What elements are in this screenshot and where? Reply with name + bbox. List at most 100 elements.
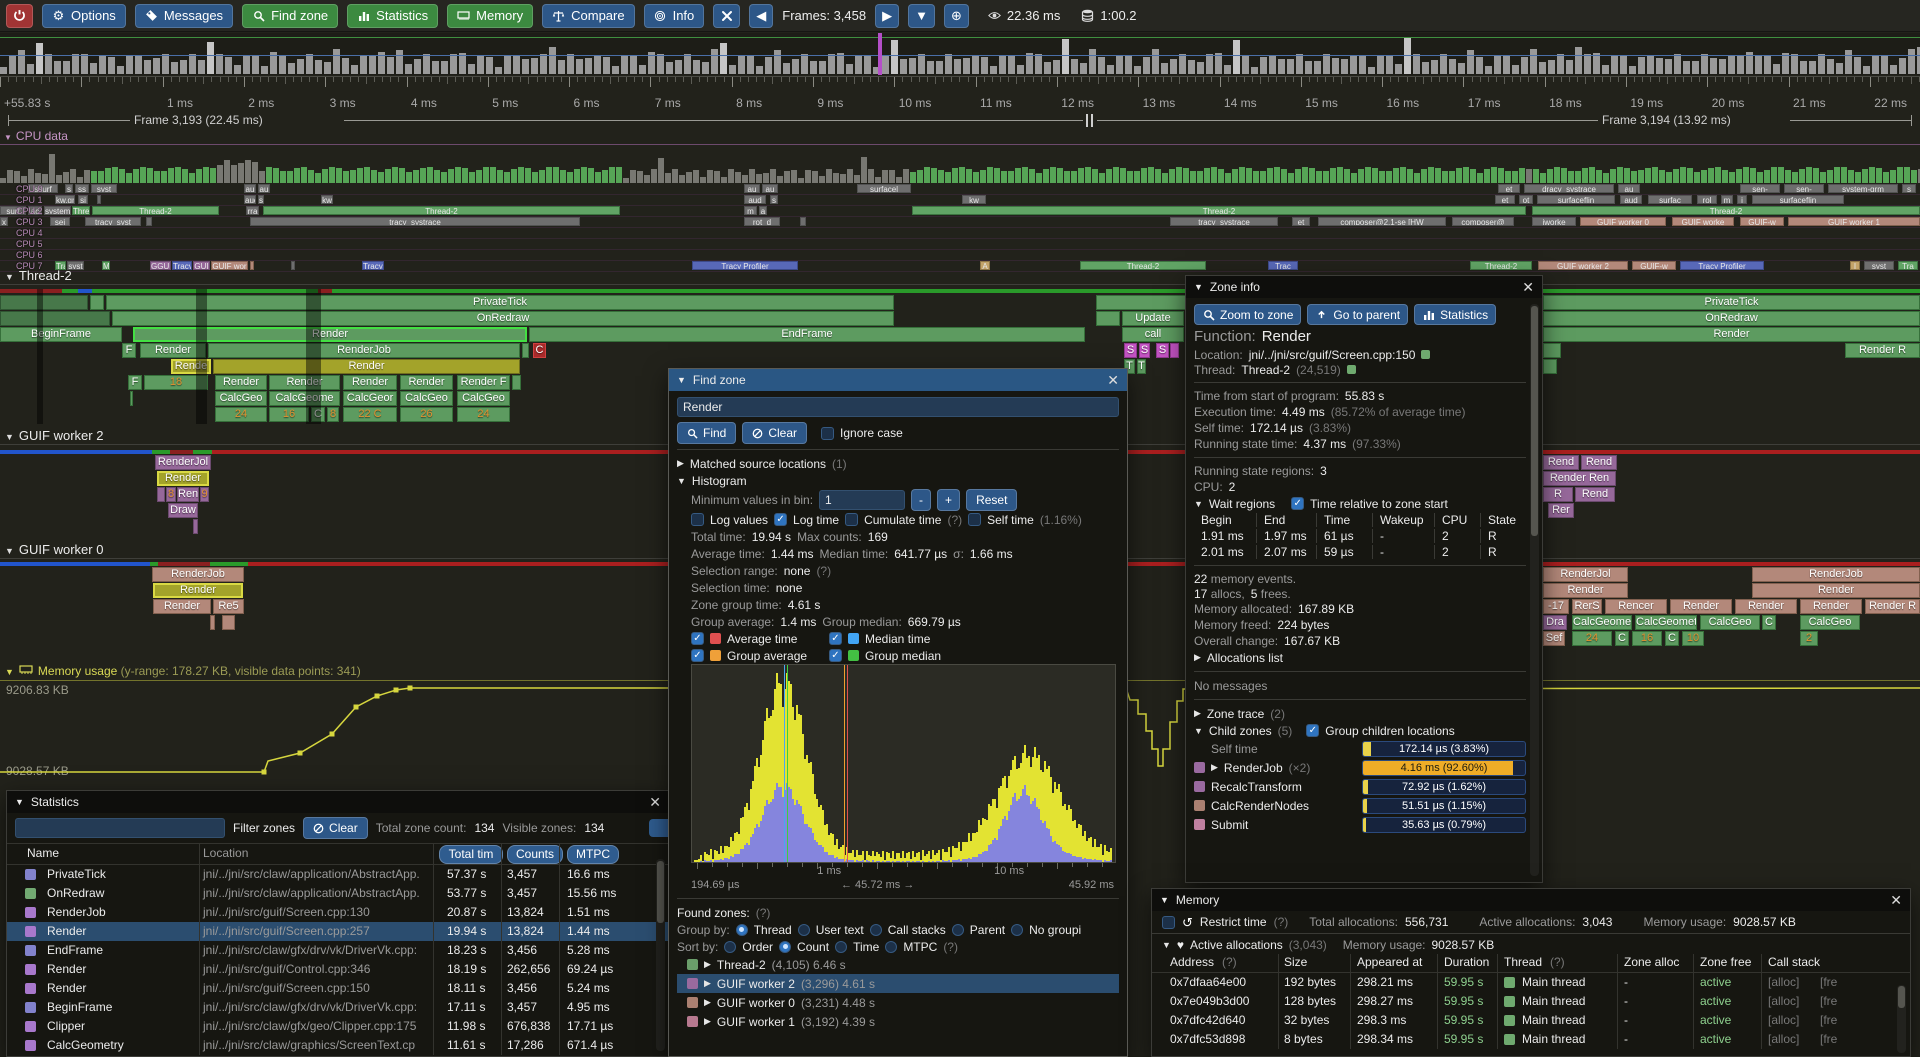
zone-bar[interactable]: CalcGeo — [215, 391, 267, 406]
cpu-segment[interactable]: s — [258, 195, 264, 204]
zone-bar[interactable] — [1543, 359, 1557, 374]
zone-bar[interactable]: EndFrame — [529, 327, 1085, 342]
zone-bar[interactable]: RerS — [1572, 599, 1602, 614]
zone-bar[interactable]: Render — [343, 375, 397, 390]
cpu-segment[interactable]: iworke — [1532, 217, 1576, 226]
zone-bar[interactable]: 24 — [1572, 631, 1612, 646]
checkbox-log-time[interactable]: ✓ — [774, 513, 788, 526]
zone-bar[interactable]: C — [1615, 631, 1629, 646]
cpu-data-header[interactable]: ▼ CPU data — [0, 129, 1920, 145]
cpu-segment[interactable]: sei — [50, 217, 70, 226]
cpu-segment[interactable]: kw.gm — [55, 195, 75, 204]
cpu-segment[interactable]: au — [258, 184, 270, 193]
zone-bar[interactable]: RenderJob — [152, 567, 244, 582]
zone-bar[interactable]: S — [1156, 343, 1169, 358]
cpu-segment[interactable]: Tracy — [172, 261, 192, 270]
child-zone-row[interactable]: Submit 35.63 µs (0.79%) — [1194, 815, 1526, 834]
cpu-segment[interactable]: surfaceflin — [1752, 195, 1844, 204]
zone-bar[interactable]: 8 — [166, 487, 176, 502]
find-zone-button[interactable]: Find zone — [242, 3, 339, 28]
cpu-segment[interactable]: m — [1721, 195, 1733, 204]
cpu-segment[interactable]: ot — [1519, 195, 1533, 204]
statistics-row[interactable]: CalcGeometry jni/../jni/src/claw/graphics… — [7, 1036, 669, 1055]
zone-bar[interactable]: C — [311, 407, 325, 422]
close-icon[interactable]: ✕ — [1522, 278, 1534, 295]
child-zone-row[interactable]: ▶ RenderJob (×2) 4.16 ms (92.60%) — [1194, 758, 1526, 777]
zone-bar[interactable]: C — [533, 343, 546, 358]
matched-source-locations[interactable]: ▶ Matched source locations (1) — [677, 456, 847, 471]
zone-bar[interactable]: CalcGeo — [1700, 615, 1760, 630]
zone-bar[interactable]: CalcGeor — [343, 391, 397, 406]
group-by-radio-parent[interactable] — [951, 923, 964, 936]
zone-bar[interactable]: 2 — [1800, 631, 1818, 646]
cpu-segment[interactable]: Thre — [72, 206, 90, 215]
zone-bar[interactable]: Draw — [168, 503, 198, 518]
zone-bar[interactable]: -17 — [1543, 599, 1569, 614]
zone-bar[interactable] — [90, 295, 104, 310]
statistics-row[interactable]: BeginFrame jni/../jni/src/claw/gfx/drv/vk… — [7, 998, 669, 1017]
zone-bar[interactable]: 9 — [200, 487, 209, 502]
close-icon[interactable]: ✕ — [1107, 371, 1119, 388]
zone-bar[interactable]: 24 — [457, 407, 510, 422]
cpu-segment[interactable]: s — [770, 195, 778, 204]
zone-bar[interactable]: 8 — [327, 407, 339, 422]
reset-button[interactable]: Reset — [966, 489, 1018, 511]
zone-bar[interactable] — [1096, 311, 1120, 326]
child-zones-toggle[interactable]: ▼ Child zones (5) ✓ Group children locations — [1194, 723, 1455, 738]
zone-bar[interactable] — [130, 391, 133, 406]
zone-bar[interactable]: Render — [1543, 327, 1920, 342]
cpu-segment[interactable]: au — [244, 184, 256, 193]
cpu-segment[interactable]: si — [78, 195, 88, 204]
active-allocations-toggle[interactable]: ▼ ♥ Active allocations (3,043) Memory usa… — [1162, 938, 1495, 952]
cpu-segment[interactable]: rra — [246, 206, 259, 215]
cpu-segment[interactable]: au — [744, 184, 760, 193]
zone-info-scrollbar[interactable] — [1530, 304, 1539, 876]
child-zone-row[interactable]: CalcRenderNodes 51.51 µs (1.15%) — [1194, 796, 1526, 815]
clear-filter-button[interactable]: Clear — [303, 817, 368, 839]
cpu-segment[interactable]: Tracy I — [362, 261, 384, 270]
zone-bar[interactable]: Re5 — [213, 599, 244, 614]
statistics-row[interactable]: Clipper jni/../jni/src/claw/gfx/geo/Clipp… — [7, 1017, 669, 1036]
cpu-segment[interactable]: kw — [321, 195, 333, 204]
zone-bar[interactable] — [0, 311, 110, 326]
zone-bar[interactable]: Dra — [1543, 615, 1567, 630]
allocation-row[interactable]: 0x7dfc53d898 8 bytes 298.34 ms 59.95 s Main … — [1152, 1030, 1910, 1049]
cpu-segment[interactable]: s — [65, 184, 73, 193]
cpu-segment[interactable]: tracy_syst — [85, 217, 141, 226]
cpu-segment[interactable]: a — [759, 206, 767, 215]
zone-info-titlebar[interactable]: ▼ Zone info ✕ — [1186, 276, 1542, 298]
zone-bar[interactable]: Update — [1122, 311, 1184, 326]
cpu-segment[interactable] — [291, 261, 295, 270]
tools-button[interactable] — [713, 3, 741, 28]
child-zone-row[interactable]: Self time 172.14 µs (3.83%) — [1194, 739, 1526, 758]
zone-bar[interactable]: Render — [400, 375, 453, 390]
messages-button[interactable]: Messages — [134, 3, 234, 28]
cpu-segment[interactable]: A — [980, 261, 990, 270]
zone-group-row[interactable]: ▶ GUIF worker 1 (3,192) 4.39 s — [677, 1012, 1119, 1031]
allocations-list-toggle[interactable]: ▶ Allocations list — [1194, 650, 1283, 665]
cpu-segment[interactable]: et — [1292, 217, 1310, 226]
restrict-time-checkbox[interactable] — [1162, 915, 1175, 929]
zone-bar[interactable]: S — [1124, 343, 1137, 358]
zone-bar[interactable]: S — [1139, 343, 1150, 358]
zone-bar[interactable]: Render — [215, 375, 267, 390]
zone-bar[interactable]: Render — [1543, 583, 1628, 598]
clear-button[interactable]: Clear — [742, 422, 808, 444]
cpu-segment[interactable] — [250, 261, 254, 270]
zone-group-row[interactable]: ▶ GUIF worker 2 (3,296) 4.61 s — [677, 974, 1119, 993]
zone-bar[interactable]: PrivateTick — [106, 295, 894, 310]
cpu-segment[interactable]: GUIF-w — [1740, 217, 1784, 226]
cpu-segment[interactable]: ac — [28, 206, 42, 215]
allocation-row[interactable]: 0x7e049b3d00 128 bytes 298.27 ms 59.95 s Mai… — [1152, 992, 1910, 1011]
cpu-segment[interactable]: au — [1618, 184, 1640, 193]
group-children-checkbox[interactable]: ✓ — [1306, 724, 1320, 737]
zone-bar[interactable]: Render — [1735, 599, 1797, 614]
memory-titlebar[interactable]: ▼ Memory ✕ — [1152, 889, 1910, 911]
zone-bar[interactable]: 26 — [400, 407, 453, 422]
allocation-row[interactable]: 0x7dfaa64e00 192 bytes 298.21 ms 59.95 s Mai… — [1152, 973, 1910, 992]
zone-bar[interactable] — [522, 343, 529, 358]
zone-bar[interactable] — [210, 615, 215, 630]
zone-bar[interactable]: CalcGeo — [457, 391, 510, 406]
zone-bar[interactable]: 10 — [1682, 631, 1704, 646]
legend-checkbox[interactable]: ✓ — [829, 632, 842, 645]
